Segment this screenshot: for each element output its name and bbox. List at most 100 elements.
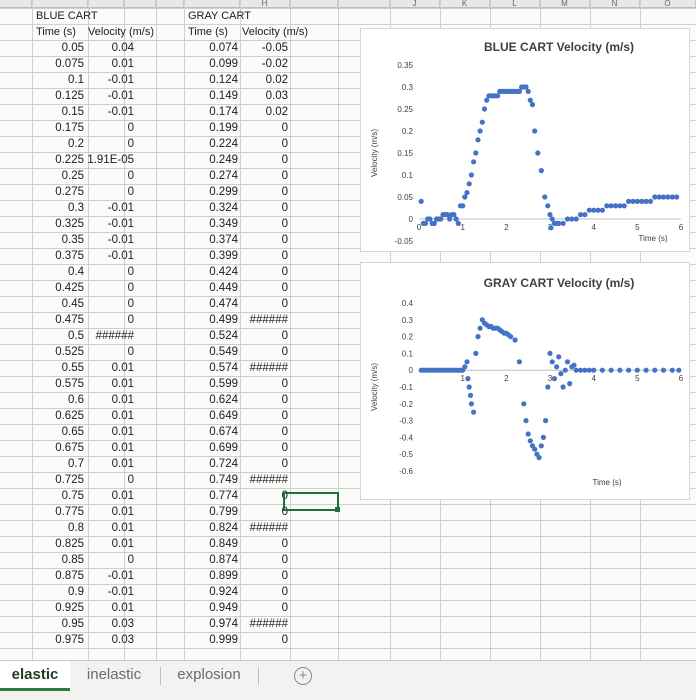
blue-time-cell[interactable]: 0.65	[61, 426, 84, 438]
blue-velocity-cell[interactable]: 0.01	[111, 442, 134, 454]
blue-time-cell[interactable]: 0.1	[68, 74, 84, 86]
blue-time-cell[interactable]: 0.075	[55, 58, 84, 70]
blue-velocity-cell[interactable]: 0.01	[111, 506, 134, 518]
gray-velocity-cell[interactable]: 0	[281, 378, 288, 390]
gray-velocity-cell[interactable]: 0	[281, 506, 288, 518]
blue-velocity-cell[interactable]: -0.01	[107, 90, 134, 102]
gray-velocity-cell[interactable]: ######	[249, 362, 288, 374]
blue-time-cell[interactable]: 0.75	[61, 490, 84, 502]
blue-velocity-cell[interactable]: 0.04	[111, 42, 134, 54]
fill-handle[interactable]	[335, 507, 340, 512]
blue-time-cell[interactable]: 0.95	[61, 618, 84, 630]
blue-time-cell[interactable]: 0.25	[61, 170, 84, 182]
gray-time-cell[interactable]: 0.774	[209, 490, 238, 502]
blue-velocity-cell[interactable]: 0.01	[111, 538, 134, 550]
blue-velocity-cell[interactable]: -0.01	[107, 586, 134, 598]
gray-time-cell[interactable]: 0.124	[209, 74, 238, 86]
gray-velocity-cell[interactable]: 0	[281, 234, 288, 246]
blue-time-cell[interactable]: 0.775	[55, 506, 84, 518]
blue-velocity-cell[interactable]: 0.03	[111, 634, 134, 646]
blue-velocity-cell[interactable]: -0.01	[107, 234, 134, 246]
blue-velocity-cell[interactable]: 0.01	[111, 378, 134, 390]
gray-time-cell[interactable]: 0.474	[209, 298, 238, 310]
blue-velocity-cell[interactable]: -0.01	[107, 570, 134, 582]
gray-velocity-cell[interactable]: ######	[249, 618, 288, 630]
gray-time-cell[interactable]: 0.399	[209, 250, 238, 262]
gray-velocity-cell[interactable]: 0	[281, 602, 288, 614]
blue-time-cell[interactable]: 0.325	[55, 218, 84, 230]
blue-time-cell[interactable]: 0.825	[55, 538, 84, 550]
blue-time-cell[interactable]: 0.55	[61, 362, 84, 374]
gray-time-cell[interactable]: 0.249	[209, 154, 238, 166]
gray-velocity-cell[interactable]: 0	[281, 122, 288, 134]
blue-time-cell[interactable]: 0.15	[61, 106, 84, 118]
column-header[interactable]	[338, 0, 390, 8]
blue-time-cell[interactable]: 0.975	[55, 634, 84, 646]
blue-velocity-cell[interactable]: -0.01	[107, 250, 134, 262]
blue-time-cell[interactable]: 0.275	[55, 186, 84, 198]
gray-time-cell[interactable]: 0.099	[209, 58, 238, 70]
blue-time-cell[interactable]: 0.725	[55, 474, 84, 486]
blue-velocity-cell[interactable]: 0	[127, 314, 134, 326]
blue-velocity-cell[interactable]: 0.01	[111, 410, 134, 422]
gray-time-cell[interactable]: 0.749	[209, 474, 238, 486]
blue-time-cell[interactable]: 0.45	[61, 298, 84, 310]
column-header[interactable]: J	[390, 0, 440, 8]
blue-time-cell[interactable]: 0.225	[55, 154, 84, 166]
blue-velocity-cell[interactable]: ######	[95, 330, 134, 342]
column-header[interactable]	[184, 0, 240, 8]
blue-velocity-cell[interactable]: 0	[127, 186, 134, 198]
gray-time-cell[interactable]: 0.874	[209, 554, 238, 566]
gray-velocity-cell[interactable]: 0	[281, 538, 288, 550]
blue-velocity-cell[interactable]: 0	[127, 122, 134, 134]
gray-velocity-cell[interactable]: -0.02	[261, 58, 288, 70]
blue-time-cell[interactable]: 0.525	[55, 346, 84, 358]
add-sheet-icon[interactable]: +	[294, 667, 312, 685]
blue-time-cell[interactable]: 0.125	[55, 90, 84, 102]
gray-time-cell[interactable]: 0.724	[209, 458, 238, 470]
gray-velocity-cell[interactable]: 0.02	[265, 74, 288, 86]
blue-velocity-cell[interactable]: 0	[127, 298, 134, 310]
blue-velocity-cell[interactable]: 0	[127, 282, 134, 294]
blue-velocity-cell[interactable]: 0	[127, 554, 134, 566]
gray-time-header[interactable]: Time (s)	[188, 26, 228, 38]
blue-velocity-cell[interactable]: 0.01	[111, 362, 134, 374]
blue-cart-title[interactable]: BLUE CART	[36, 10, 98, 22]
blue-velocity-cell[interactable]: -0.01	[107, 74, 134, 86]
gray-velocity-cell[interactable]: ######	[249, 474, 288, 486]
column-header[interactable]	[32, 0, 88, 8]
gray-velocity-cell[interactable]: 0	[281, 394, 288, 406]
blue-time-cell[interactable]: 0.175	[55, 122, 84, 134]
gray-velocity-cell[interactable]: 0	[281, 410, 288, 422]
column-header[interactable]	[88, 0, 124, 8]
gray-time-cell[interactable]: 0.849	[209, 538, 238, 550]
gray-time-cell[interactable]: 0.574	[209, 362, 238, 374]
blue-velocity-cell[interactable]: 0.01	[111, 458, 134, 470]
gray-time-cell[interactable]: 0.174	[209, 106, 238, 118]
gray-time-cell[interactable]: 0.424	[209, 266, 238, 278]
tab-explosion[interactable]: explosion	[177, 666, 241, 683]
gray-time-cell[interactable]: 0.974	[209, 618, 238, 630]
gray-time-cell[interactable]: 0.599	[209, 378, 238, 390]
gray-velocity-cell[interactable]: 0	[281, 570, 288, 582]
blue-cart-chart[interactable]: BLUE CART Velocity (m/s) 0.35 0.3 0.25 0.2 0.…	[360, 28, 690, 252]
column-header[interactable]: H	[240, 0, 290, 8]
gray-time-cell[interactable]: 0.149	[209, 90, 238, 102]
gray-velocity-cell[interactable]: 0	[281, 298, 288, 310]
blue-time-cell[interactable]: 0.9	[68, 586, 84, 598]
blue-time-cell[interactable]: 0.675	[55, 442, 84, 454]
column-header[interactable]	[290, 0, 338, 8]
gray-velocity-cell[interactable]: 0	[281, 154, 288, 166]
gray-time-cell[interactable]: 0.074	[209, 42, 238, 54]
column-header[interactable]	[0, 0, 32, 8]
gray-velocity-cell[interactable]: 0	[281, 186, 288, 198]
gray-velocity-cell[interactable]: 0	[281, 202, 288, 214]
gray-velocity-cell[interactable]: ######	[249, 314, 288, 326]
gray-time-cell[interactable]: 0.374	[209, 234, 238, 246]
blue-velocity-cell[interactable]: 0.01	[111, 490, 134, 502]
blue-velocity-cell[interactable]: 0	[127, 266, 134, 278]
gray-time-cell[interactable]: 0.949	[209, 602, 238, 614]
blue-time-cell[interactable]: 0.7	[68, 458, 84, 470]
gray-velocity-cell[interactable]: 0	[281, 330, 288, 342]
gray-time-cell[interactable]: 0.199	[209, 122, 238, 134]
